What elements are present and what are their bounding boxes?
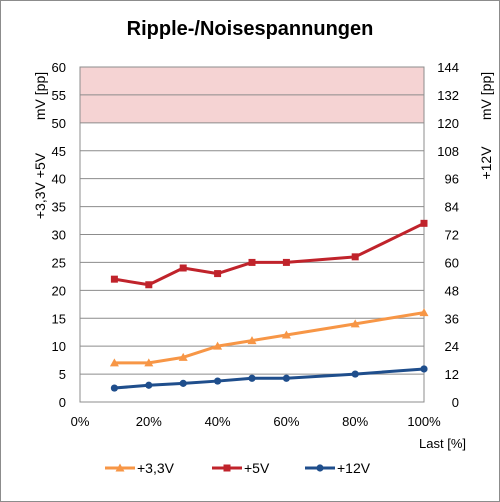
y-left-tick-label: 30 [52,228,66,243]
y-right-tick-label: 144 [437,60,459,75]
series-layer [109,219,429,392]
chart-title: Ripple-/Noisespannungen [127,18,374,40]
y-axis-left-label-mv: mV [pp] [32,72,48,120]
y-right-tick-label: 84 [445,200,459,215]
y-left-tick-label: 25 [52,255,66,270]
y-right-tick-label: 12 [445,367,459,382]
data-point [110,384,118,392]
y-left-tick-label: 45 [52,144,66,159]
data-point [247,336,257,345]
y-left-tick-label: 55 [52,88,66,103]
legend: +3,3V +5V +12V [105,460,371,476]
data-point [420,219,428,227]
legend-label: +12V [337,460,371,476]
data-point [351,370,359,378]
legend-swatch-marker [316,464,324,472]
axes: 0 5 10 15 20 25 30 35 40 45 50 55 60 0 12 24 36 48 60 72 84 9… [52,60,459,429]
x-tick-label: 80% [342,414,368,429]
gridlines [80,66,424,403]
data-point [179,379,187,387]
data-point [110,275,118,283]
data-point [351,253,359,261]
data-point [144,358,154,367]
y-right-tick-label: 48 [445,283,459,298]
y-right-tick-label: 96 [445,172,459,187]
y-right-tick-label: 132 [437,88,459,103]
x-tick-label: 100% [407,414,441,429]
data-point [109,358,119,367]
y-axis-left-label-rails: +3,3V +5V [32,152,48,219]
data-point [214,377,222,385]
y-right-tick-label: 36 [445,311,459,326]
legend-swatch-marker [115,463,125,472]
y-right-tick-label: 24 [445,339,459,354]
x-tick-label: 40% [205,414,231,429]
data-point [282,374,290,382]
data-point [179,264,187,272]
series-line [114,311,425,365]
y-right-tick-label: 72 [445,228,459,243]
y-axis-right-label-mv: mV [pp] [478,72,494,120]
y-left-tick-label: 20 [52,283,66,298]
legend-label: +5V [244,460,270,476]
y-left-tick-label: 5 [59,367,66,382]
y-right-tick-label: 120 [437,116,459,131]
data-point [213,341,223,350]
plot-area-border [79,66,425,403]
x-tick-label: 20% [136,414,162,429]
data-point [248,374,256,382]
y-right-tick-label: 0 [452,395,459,410]
y-left-tick-label: 0 [59,395,66,410]
y-axis-right-label-rail: +12V [478,146,494,180]
y-left-tick-label: 40 [52,172,66,187]
data-point [145,381,153,389]
legend-swatch-marker [223,464,231,472]
series-line [114,221,425,287]
y-left-tick-label: 10 [52,339,66,354]
legend-label: +3,3V [137,460,175,476]
series-line [114,367,425,390]
data-point [419,308,429,317]
data-point [282,258,290,266]
y-left-tick-label: 35 [52,200,66,215]
data-point [420,365,428,373]
y-left-tick-label: 60 [52,60,66,75]
y-right-tick-label: 60 [445,255,459,270]
data-point [350,319,360,328]
y-right-tick-label: 108 [437,144,459,159]
data-point [248,258,256,266]
data-point [178,352,188,361]
y-left-tick-label: 50 [52,116,66,131]
data-point [145,281,153,289]
y-left-tick-label: 15 [52,311,66,326]
x-axis-label: Last [%] [419,436,466,451]
data-point [214,270,222,278]
x-tick-label: 0% [71,414,90,429]
x-tick-label: 60% [273,414,299,429]
data-point [281,330,291,339]
